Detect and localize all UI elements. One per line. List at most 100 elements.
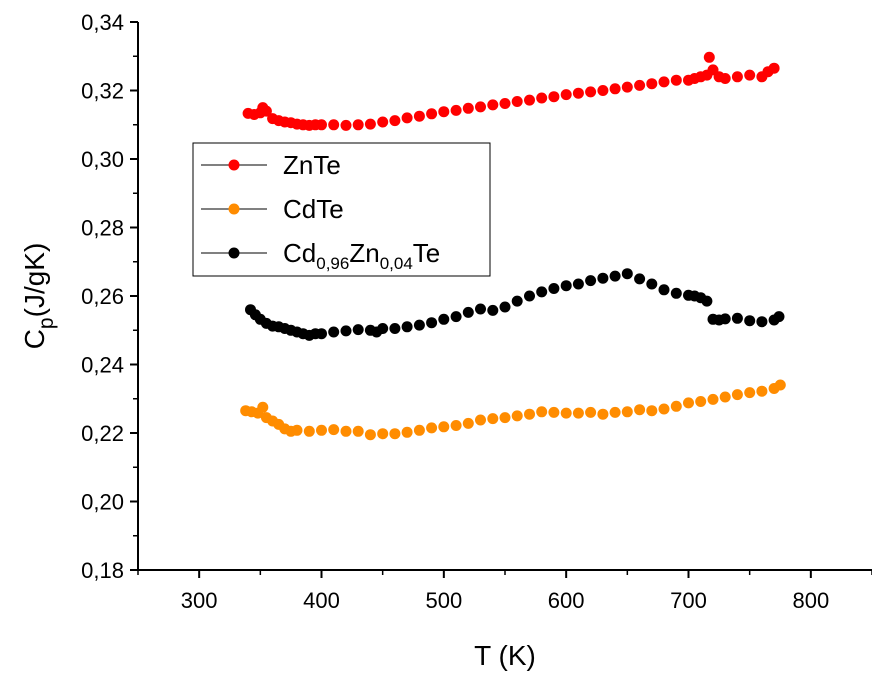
data-point xyxy=(438,421,450,433)
data-point xyxy=(756,316,768,328)
y-tick-label: 0,32 xyxy=(81,79,124,104)
axes xyxy=(130,21,872,578)
y-tick-label: 0,30 xyxy=(81,147,124,172)
data-point xyxy=(560,407,572,419)
data-point xyxy=(511,410,523,422)
y-tick-label: 0,22 xyxy=(81,421,124,446)
y-tick-label: 0,26 xyxy=(81,284,124,309)
series-0-markers xyxy=(242,51,780,131)
data-point xyxy=(303,425,315,437)
data-point xyxy=(328,326,340,338)
x-tick-label: 500 xyxy=(425,588,462,613)
data-point xyxy=(634,404,646,416)
data-point xyxy=(731,71,743,83)
data-point xyxy=(524,94,535,106)
data-point xyxy=(462,306,474,318)
legend-marker xyxy=(228,159,240,171)
data-point xyxy=(401,321,413,333)
data-point xyxy=(462,102,474,114)
data-point xyxy=(426,422,438,434)
data-point xyxy=(499,301,511,313)
data-point xyxy=(585,275,597,287)
data-markers xyxy=(240,51,786,441)
data-point xyxy=(774,379,786,391)
data-point xyxy=(316,424,327,436)
data-point xyxy=(377,428,389,440)
data-point xyxy=(413,319,425,331)
data-point xyxy=(744,387,756,399)
data-point xyxy=(413,110,425,122)
data-point xyxy=(548,91,560,103)
data-point xyxy=(597,408,609,420)
data-point xyxy=(597,272,609,284)
data-point xyxy=(695,396,707,407)
data-point xyxy=(401,112,413,124)
data-point xyxy=(621,406,633,418)
data-point xyxy=(438,106,450,118)
y-tick-label: 0,28 xyxy=(81,216,124,241)
legend-item: Cd0,96Zn0,04Te xyxy=(201,238,440,273)
data-point xyxy=(475,414,486,426)
data-point xyxy=(670,287,682,299)
data-point xyxy=(536,286,548,298)
y-tick-label: 0,24 xyxy=(81,353,124,378)
y-axis-title-rest: (J/gK) xyxy=(19,243,50,318)
data-point xyxy=(364,429,376,441)
data-point xyxy=(585,86,597,98)
x-tick-label: 300 xyxy=(181,588,218,613)
data-point xyxy=(731,312,743,324)
data-point xyxy=(621,81,633,93)
data-point xyxy=(773,311,785,323)
data-point xyxy=(609,406,621,418)
data-point xyxy=(352,324,364,336)
x-axis-title: T (K) xyxy=(474,640,536,671)
data-point xyxy=(719,73,731,84)
data-point xyxy=(475,101,486,113)
data-point xyxy=(560,280,572,292)
series-1-markers xyxy=(240,379,786,441)
data-point xyxy=(536,406,548,418)
data-point xyxy=(401,426,413,438)
data-point xyxy=(646,78,658,90)
data-point xyxy=(719,391,731,403)
tick-labels: 300 400 500 600 700 800 0,18 0,20 0,22 0,24 0,26 0,… xyxy=(81,10,829,613)
data-point xyxy=(658,284,670,296)
data-point xyxy=(524,408,535,420)
data-point xyxy=(719,313,731,325)
data-point xyxy=(340,425,352,437)
data-point xyxy=(260,105,272,117)
data-point xyxy=(597,85,609,96)
data-point xyxy=(511,96,523,107)
data-point xyxy=(316,328,327,340)
legend-marker xyxy=(228,247,240,259)
data-point xyxy=(352,119,364,131)
x-tick-label: 600 xyxy=(548,588,585,613)
data-point xyxy=(670,74,682,86)
data-point xyxy=(634,79,646,91)
data-point xyxy=(585,406,597,418)
data-point xyxy=(683,397,694,409)
y-axis-title-main: C xyxy=(19,329,50,349)
series-2-markers xyxy=(245,268,785,341)
x-tick-label: 400 xyxy=(303,588,340,613)
data-point xyxy=(462,417,474,429)
legend-marker xyxy=(228,203,240,215)
data-point xyxy=(450,311,462,323)
data-point xyxy=(646,278,658,290)
legend-item: ZnTe xyxy=(201,150,341,180)
legend-item: CdTe xyxy=(201,194,344,224)
data-point xyxy=(389,115,401,127)
data-point xyxy=(703,51,715,63)
data-point xyxy=(621,268,633,280)
data-point xyxy=(426,317,438,329)
data-point xyxy=(487,99,499,111)
data-point xyxy=(487,304,499,316)
data-point xyxy=(389,323,401,334)
data-point xyxy=(609,83,621,95)
legend-label: Cd0,96Zn0,04Te xyxy=(283,238,440,273)
data-point xyxy=(634,273,646,285)
data-point xyxy=(536,92,548,104)
y-axis-title: Cp(J/gK) xyxy=(19,243,58,350)
data-point xyxy=(499,98,511,109)
